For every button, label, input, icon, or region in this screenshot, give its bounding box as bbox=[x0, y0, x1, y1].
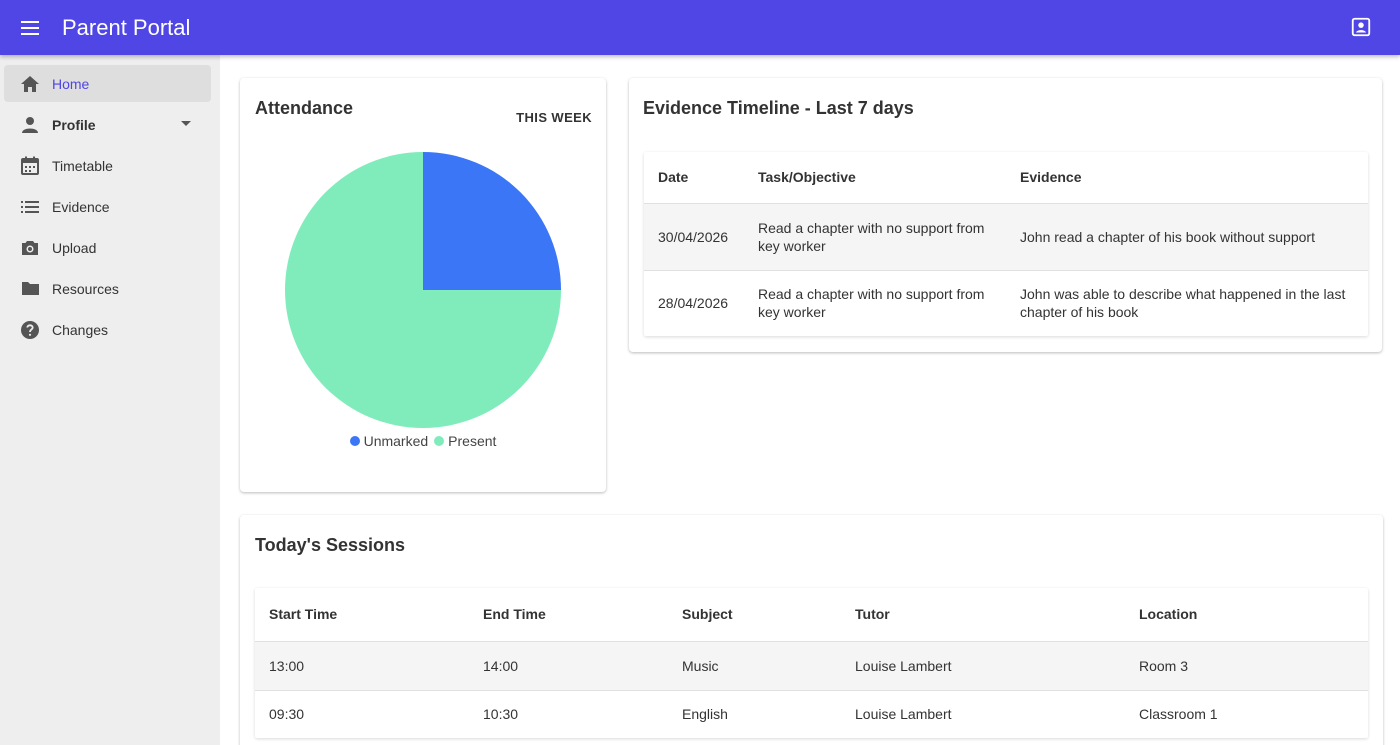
column-header-task[interactable]: Task/Objective bbox=[744, 152, 1006, 204]
sidebar-item-profile[interactable]: Profile bbox=[4, 106, 211, 143]
menu-button[interactable] bbox=[0, 0, 60, 55]
legend-dot bbox=[434, 436, 445, 446]
date-cell: 28/04/2026 bbox=[658, 295, 729, 312]
sidebar: Home Profile Timetable Evidence Upload R… bbox=[0, 55, 220, 745]
evidence-cell: John was able to describe what happened … bbox=[1020, 286, 1346, 321]
sessions-title: Today's Sessions bbox=[255, 535, 406, 555]
start-time-cell: 09:30 bbox=[269, 706, 305, 723]
location-cell: Room 3 bbox=[1125, 641, 1368, 691]
legend-dot bbox=[349, 436, 360, 446]
legend-item-unmarked[interactable]: Unmarked bbox=[349, 433, 429, 449]
task-cell: Read a chapter with no support from key … bbox=[744, 203, 1006, 271]
end-time-cell: 10:30 bbox=[483, 706, 519, 723]
sidebar-item-label: Profile bbox=[52, 116, 96, 133]
pie-slice-unmarked[interactable] bbox=[423, 152, 561, 290]
table-header-row: Date Task/Objective Evidence bbox=[644, 152, 1368, 204]
task-cell: Read a chapter with no support from key … bbox=[758, 286, 985, 321]
pie-slice-present[interactable] bbox=[285, 152, 561, 428]
sidebar-item-label: Upload bbox=[52, 239, 97, 256]
legend-item-present[interactable]: Present bbox=[434, 433, 496, 449]
table-row[interactable]: 13:00 14:00 Music Louise Lambert Room 3 bbox=[255, 641, 1368, 691]
camera-icon bbox=[20, 238, 40, 258]
subject-cell: English bbox=[682, 706, 728, 723]
evidence-card: Evidence Timeline - Last 7 days Date Tas… bbox=[629, 78, 1382, 352]
date-cell: 30/04/2026 bbox=[644, 203, 744, 271]
table-row[interactable]: 09:30 10:30 English Louise Lambert Class… bbox=[255, 690, 1368, 738]
evidence-table: Date Task/Objective Evidence 30/04/2026 … bbox=[644, 152, 1368, 336]
chart-legend: Unmarked Present bbox=[240, 433, 606, 449]
app-title: Parent Portal bbox=[62, 14, 191, 40]
calendar-icon bbox=[20, 156, 40, 176]
this-week-button[interactable]: THIS WEEK bbox=[516, 110, 592, 125]
location-cell: Classroom 1 bbox=[1139, 706, 1218, 723]
sidebar-item-evidence[interactable]: Evidence bbox=[4, 188, 211, 225]
subject-cell: Music bbox=[668, 641, 841, 691]
person-icon bbox=[20, 115, 40, 135]
sidebar-item-label: Home bbox=[52, 75, 90, 92]
home-icon bbox=[20, 74, 40, 94]
tutor-cell: Louise Lambert bbox=[855, 706, 952, 723]
column-header-evidence[interactable]: Evidence bbox=[1006, 152, 1368, 204]
column-header-date[interactable]: Date bbox=[644, 152, 744, 204]
sidebar-item-label: Resources bbox=[52, 280, 119, 297]
sidebar-item-timetable[interactable]: Timetable bbox=[4, 147, 211, 184]
account-box-icon bbox=[1351, 17, 1371, 37]
sessions-table: Start Time End Time Subject Tutor Locati… bbox=[255, 588, 1368, 738]
column-header-tutor[interactable]: Tutor bbox=[841, 588, 1125, 642]
legend-label: Present bbox=[448, 433, 497, 449]
help-icon bbox=[20, 320, 40, 340]
table-header-row: Start Time End Time Subject Tutor Locati… bbox=[255, 588, 1368, 642]
attendance-card: Attendance THIS WEEK Unmarked Present bbox=[240, 78, 606, 492]
evidence-cell: John read a chapter of his book without … bbox=[1006, 203, 1368, 271]
sessions-card: Today's Sessions Start Time End Time Sub… bbox=[240, 515, 1383, 745]
legend-label: Unmarked bbox=[363, 433, 429, 449]
folder-icon bbox=[20, 279, 40, 299]
column-header-end-time[interactable]: End Time bbox=[469, 588, 668, 642]
chevron-down-icon[interactable] bbox=[181, 121, 191, 126]
evidence-title: Evidence Timeline - Last 7 days bbox=[643, 98, 914, 118]
attendance-pie-chart bbox=[285, 152, 561, 428]
menu-icon bbox=[21, 20, 39, 35]
sidebar-item-label: Timetable bbox=[52, 157, 113, 174]
sidebar-item-home[interactable]: Home bbox=[4, 65, 211, 102]
sidebar-item-upload[interactable]: Upload bbox=[4, 229, 211, 266]
tutor-cell: Louise Lambert bbox=[841, 641, 1125, 691]
app-bar: Parent Portal bbox=[0, 0, 1400, 55]
attendance-title: Attendance bbox=[255, 98, 354, 118]
sidebar-item-resources[interactable]: Resources bbox=[4, 270, 211, 307]
sidebar-item-changes[interactable]: Changes bbox=[4, 311, 211, 348]
end-time-cell: 14:00 bbox=[469, 641, 668, 691]
sidebar-item-label: Evidence bbox=[52, 198, 110, 215]
column-header-start-time[interactable]: Start Time bbox=[255, 588, 469, 642]
account-button[interactable] bbox=[1350, 16, 1372, 38]
list-icon bbox=[20, 197, 40, 217]
start-time-cell: 13:00 bbox=[255, 641, 469, 691]
column-header-location[interactable]: Location bbox=[1125, 588, 1368, 642]
table-row[interactable]: 28/04/2026 Read a chapter with no suppor… bbox=[644, 270, 1368, 336]
column-header-subject[interactable]: Subject bbox=[668, 588, 841, 642]
table-row[interactable]: 30/04/2026 Read a chapter with no suppor… bbox=[644, 203, 1368, 271]
sidebar-item-label: Changes bbox=[52, 321, 109, 338]
